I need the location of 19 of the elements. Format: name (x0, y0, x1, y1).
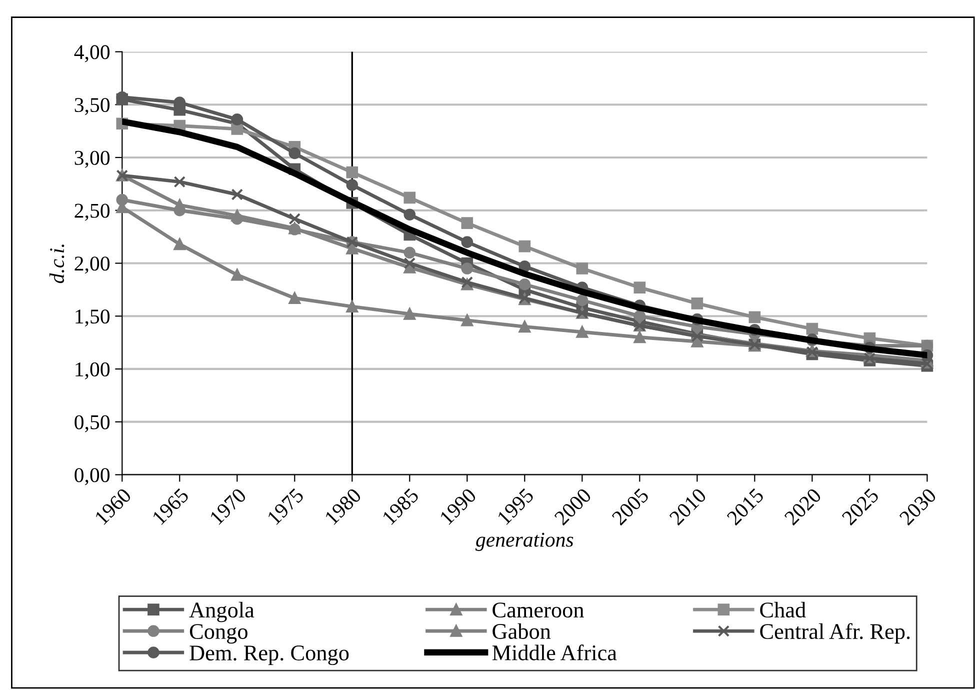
legend-label: Central Afr. Rep. (760, 623, 910, 644)
y-axis-title: d.c.i. (49, 244, 64, 284)
y-tick-label: 2,50 (74, 204, 110, 221)
y-tick-label: 2,00 (74, 256, 110, 274)
x-axis-title: generations (475, 532, 574, 552)
y-tick-label: 4,00 (74, 45, 110, 62)
y-tick-label: 0,50 (74, 415, 110, 432)
legend-label: Cameroon (492, 602, 584, 618)
legend-label: Middle Africa (492, 644, 617, 660)
legend-label: Chad (760, 602, 806, 618)
y-tick-label: 3,50 (74, 98, 110, 116)
legend-label: Congo (190, 624, 248, 644)
y-tick-label: 0,00 (74, 468, 110, 486)
legend-label: Gabon (492, 623, 551, 639)
y-tick-label: 1,50 (76, 309, 110, 327)
legend-label: Angola (189, 602, 254, 622)
legend-label: Dem. Rep. Congo (190, 646, 349, 666)
y-tick-label: 3,00 (74, 150, 110, 168)
y-tick-label: 1,00 (76, 362, 110, 380)
